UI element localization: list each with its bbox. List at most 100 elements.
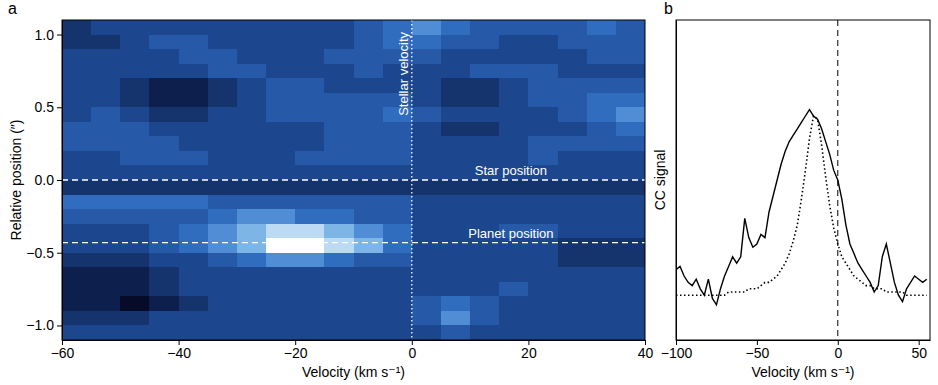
heatmap-cell: [441, 296, 471, 311]
heatmap-cell: [499, 296, 529, 311]
heatmap-cell: [470, 20, 500, 35]
heatmap-cell: [179, 20, 209, 35]
heatmap-cell: [149, 165, 179, 180]
heatmap-cell: [558, 35, 588, 50]
heatmap-cell: [354, 20, 384, 35]
tick-mark: [57, 253, 62, 254]
heatmap-cell: [470, 296, 500, 311]
heatmap-cell: [295, 224, 325, 239]
heatmap-cell: [383, 253, 413, 268]
heatmap-cell: [558, 78, 588, 93]
heatmap-cell: [237, 49, 267, 64]
heatmap-cell: [149, 136, 179, 151]
tick: 50: [911, 340, 927, 361]
tick-mark: [57, 325, 62, 326]
heatmap-cell: [208, 20, 238, 35]
heatmap-cell: [62, 195, 92, 210]
heatmap-cell: [295, 282, 325, 297]
heatmap-cell: [120, 165, 150, 180]
heatmap-cell: [266, 136, 296, 151]
heatmap-cell: [208, 151, 238, 166]
heatmap-cell: [528, 64, 558, 79]
tick: 0: [408, 340, 416, 361]
heatmap-cell: [616, 64, 645, 79]
heatmap-cell: [266, 267, 296, 282]
heatmap-cell: [149, 267, 179, 282]
heatmap-cell: [149, 325, 179, 340]
heatmap-cell: [470, 122, 500, 137]
heatmap-cell: [324, 296, 354, 311]
heatmap-cell: [208, 35, 238, 50]
tick-label: −20: [284, 345, 308, 361]
heatmap-cell: [62, 64, 92, 79]
heatmap-cell: [412, 224, 442, 239]
heatmap-cell: [120, 209, 150, 224]
heatmap-cell: [295, 325, 325, 340]
heatmap-cell: [91, 20, 121, 35]
heatmap-cell: [412, 180, 442, 195]
heatmap-cell: [354, 311, 384, 326]
heatmap-cell: [499, 195, 529, 210]
heatmap-cell: [120, 311, 150, 326]
heatmap-cell: [412, 35, 442, 50]
tick: −40: [167, 340, 191, 361]
heatmap-cell: [237, 311, 267, 326]
heatmap-cell: [587, 195, 617, 210]
heatmap-cell: [558, 253, 588, 268]
heatmap-cell: [266, 311, 296, 326]
heatmap-cell: [324, 209, 354, 224]
axis-line: [677, 340, 931, 341]
heatmap-cell: [149, 180, 179, 195]
heatmap-cell: [587, 78, 617, 93]
heatmap-cell: [120, 151, 150, 166]
heatmap-cell: [558, 282, 588, 297]
heatmap-cell: [120, 238, 150, 253]
plot-frame: [62, 20, 645, 340]
heatmap-cell: [91, 136, 121, 151]
heatmap-cell: [587, 311, 617, 326]
heatmap-cell: [558, 107, 588, 122]
heatmap-cell: [295, 35, 325, 50]
tick: 20: [521, 340, 537, 361]
heatmap-cell: [295, 267, 325, 282]
heatmap-cell: [354, 296, 384, 311]
heatmap-cell: [237, 122, 267, 137]
heatmap-cell: [208, 209, 238, 224]
heatmap-cell: [616, 325, 645, 340]
heatmap-cell: [266, 325, 296, 340]
heatmap-cell: [354, 282, 384, 297]
heatmap-cell: [237, 253, 267, 268]
heatmap-cell: [587, 151, 617, 166]
tick-label: 0: [408, 345, 416, 361]
heatmap-cell: [412, 253, 442, 268]
heatmap-cell: [324, 165, 354, 180]
heatmap-cell: [266, 209, 296, 224]
heatmap-cell: [412, 311, 442, 326]
heatmap-cell: [91, 224, 121, 239]
heatmap-cell: [120, 296, 150, 311]
heatmap-cell: [470, 107, 500, 122]
heatmap-cell: [120, 122, 150, 137]
heatmap-cell: [91, 107, 121, 122]
heatmap-cell: [324, 35, 354, 50]
heatmap-cell: [62, 325, 92, 340]
heatmap-cell: [470, 282, 500, 297]
x-axis-title: Velocity (km s⁻¹): [302, 364, 405, 380]
heatmap-cell: [91, 64, 121, 79]
heatmap-cell: [528, 35, 558, 50]
tick: 0.5: [35, 99, 62, 115]
heatmap-cell: [179, 151, 209, 166]
heatmap-cell: [587, 49, 617, 64]
heatmap-cell: [149, 195, 179, 210]
heatmap-cell: [441, 253, 471, 268]
heatmap-cell: [412, 325, 442, 340]
heatmap-cell: [208, 165, 238, 180]
heatmap-cell: [266, 20, 296, 35]
heatmap-cell: [528, 253, 558, 268]
heatmap-cell: [149, 78, 179, 93]
heatmap-cell: [324, 136, 354, 151]
heatmap-cell: [354, 180, 384, 195]
heatmap-cell: [354, 136, 384, 151]
heatmap-cell: [179, 49, 209, 64]
heatmap-cell: [383, 224, 413, 239]
